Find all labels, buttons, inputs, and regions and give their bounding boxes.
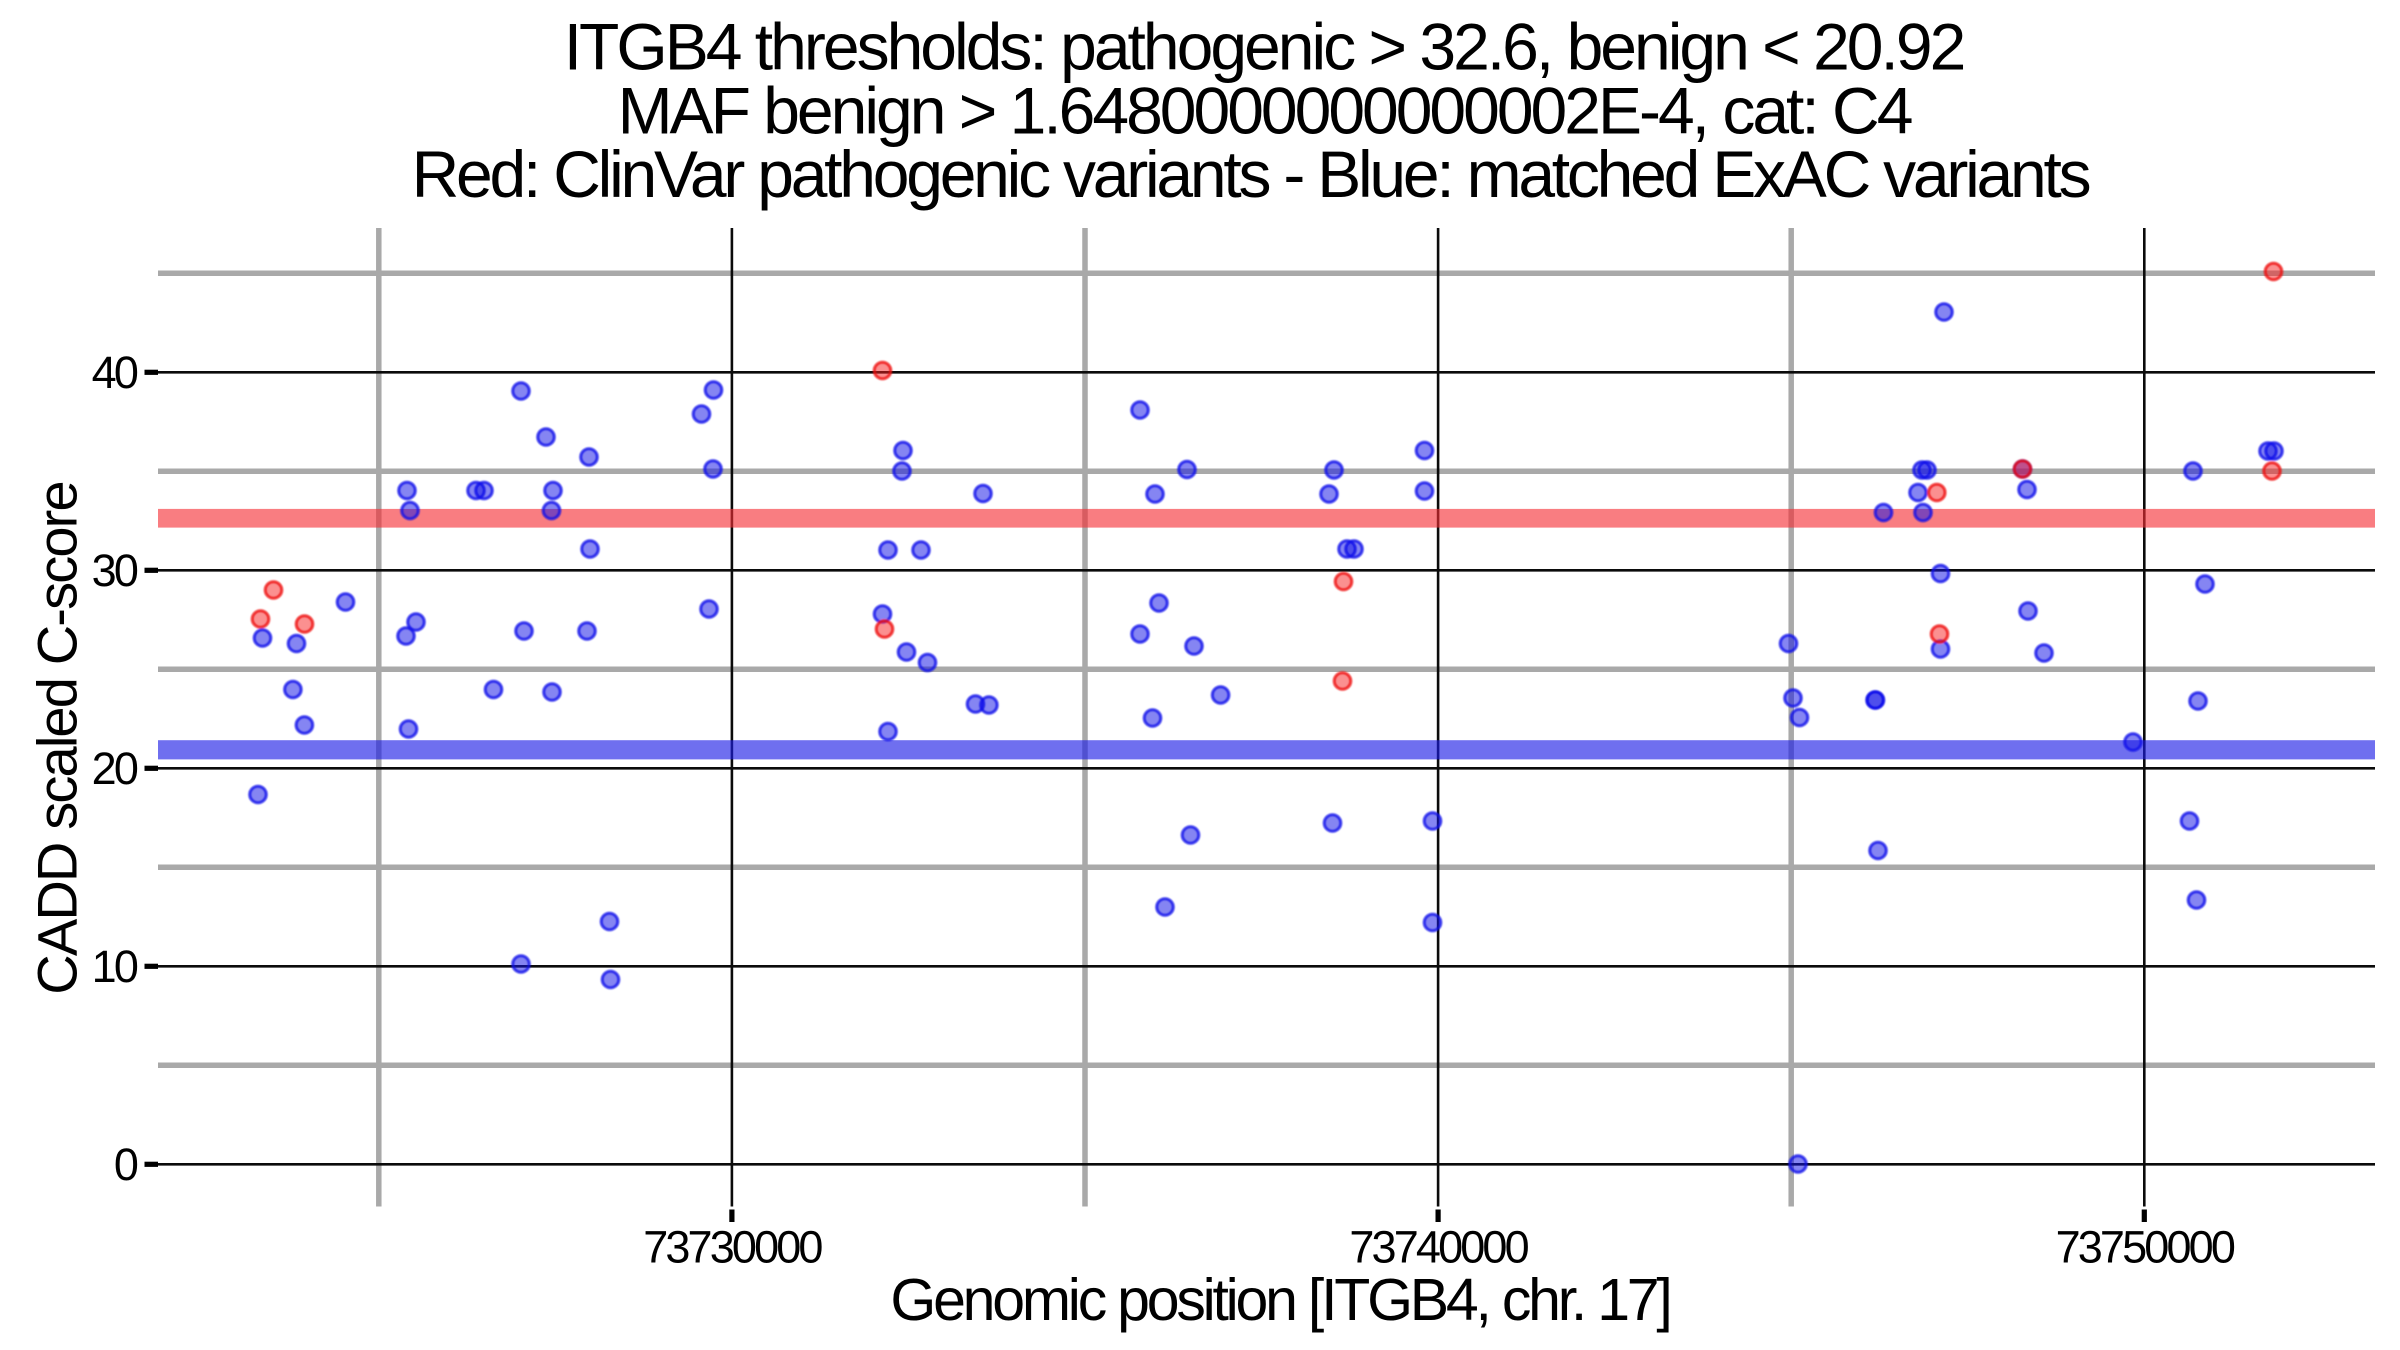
svg-text:30: 30 bbox=[92, 545, 138, 596]
svg-text:10: 10 bbox=[92, 941, 138, 992]
svg-text:ITGB4 thresholds: pathogenic >: ITGB4 thresholds: pathogenic > 32.6, ben… bbox=[564, 10, 1964, 84]
svg-text:40: 40 bbox=[92, 347, 138, 398]
svg-text:MAF benign > 1.648000000000000: MAF benign > 1.6480000000000002E-4, cat:… bbox=[618, 74, 1912, 148]
svg-text:73750000: 73750000 bbox=[2056, 1222, 2235, 1273]
svg-text:0: 0 bbox=[114, 1139, 138, 1190]
svg-text:73740000: 73740000 bbox=[1349, 1222, 1528, 1273]
svg-text:Genomic position [ITGB4, chr.: Genomic position [ITGB4, chr. 17] bbox=[890, 1267, 1669, 1333]
svg-text:20: 20 bbox=[92, 743, 138, 794]
svg-text:73730000: 73730000 bbox=[643, 1222, 822, 1273]
svg-text:Red: ClinVar pathogenic varian: Red: ClinVar pathogenic variants - Blue:… bbox=[412, 137, 2090, 211]
svg-text:CADD scaled C-score: CADD scaled C-score bbox=[26, 482, 89, 995]
